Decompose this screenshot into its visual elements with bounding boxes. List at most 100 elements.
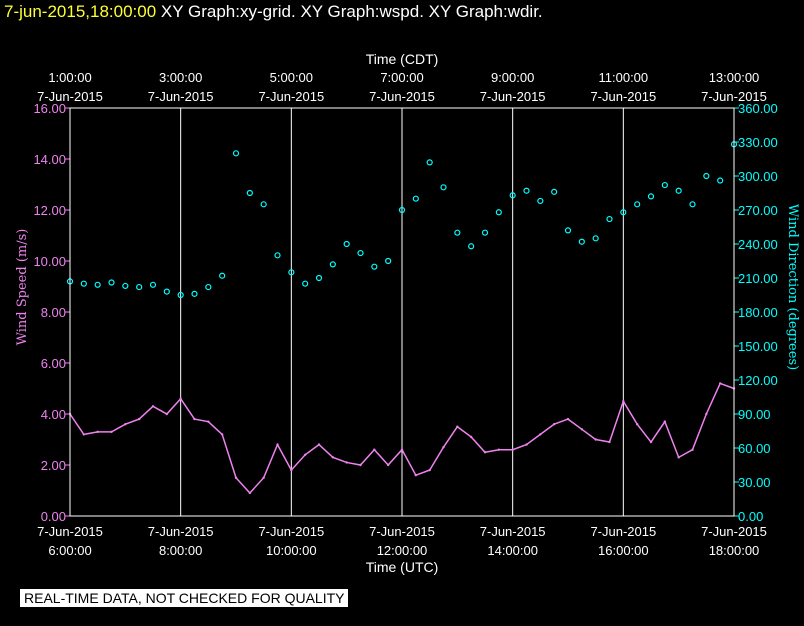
- wind-direction-point: [647, 193, 655, 200]
- wind-speed-point: [622, 400, 625, 403]
- wind-speed-point: [262, 476, 265, 479]
- wind-speed-point: [345, 461, 348, 464]
- x-bottom-tick-time: 18:00:00: [709, 543, 760, 558]
- wind-direction-point: [564, 227, 572, 234]
- wind-speed-point: [96, 430, 99, 434]
- wind-speed-point: [290, 468, 293, 472]
- wind-direction-point: [634, 201, 641, 208]
- wind-speed-point: [165, 412, 169, 416]
- wind-direction-point: [440, 184, 447, 191]
- wind-speed-point: [705, 412, 708, 416]
- x-bottom-tick-date: 7-Jun-2015: [701, 524, 767, 539]
- wind-direction-point: [232, 150, 240, 157]
- y-left-tick-label: 14.00: [33, 152, 66, 167]
- x-top-tick-time: 5:00:00: [270, 70, 313, 85]
- y-right-tick-label: 60.00: [738, 441, 771, 456]
- wind-speed-point: [400, 448, 404, 451]
- y-right-tick-label: 300.00: [738, 169, 778, 184]
- wind-direction-point: [191, 290, 198, 297]
- wind-speed-point: [124, 423, 127, 426]
- y-left-axis-label: Wind Speed (m/s): [15, 229, 30, 346]
- wind-speed-point: [373, 448, 376, 451]
- wind-speed-point: [608, 440, 611, 444]
- wind-speed-point: [511, 448, 514, 451]
- wind-direction-point: [495, 209, 502, 216]
- x-bottom-tick-time: 12:00:00: [377, 543, 428, 558]
- y-right-tick-label: 90.00: [738, 407, 771, 422]
- wind-speed-point: [691, 448, 694, 451]
- y-left-tick-label: 8.00: [41, 305, 66, 320]
- x-top-tick-date: 7-Jun-2015: [701, 89, 767, 104]
- wind-speed-point: [359, 463, 362, 467]
- wind-direction-point: [592, 235, 599, 242]
- y-right-tick-label: 0.00: [738, 509, 763, 524]
- wind-speed-point: [193, 417, 196, 421]
- x-bottom-tick-date: 7-Jun-2015: [480, 524, 546, 539]
- y-left-tick-label: 2.00: [41, 458, 66, 473]
- wind-speed-point: [151, 405, 155, 408]
- y-right-tick-label: 180.00: [738, 305, 778, 320]
- x-top-tick-date: 7-Jun-2015: [590, 89, 656, 104]
- x-top-tick-date: 7-Jun-2015: [37, 89, 103, 104]
- quality-disclaimer: REAL-TIME DATA, NOT CHECKED FOR QUALITY: [20, 589, 349, 607]
- y-right-tick-label: 360.00: [738, 101, 778, 116]
- wind-speed-point: [525, 443, 528, 446]
- wind-direction-point: [136, 283, 143, 291]
- wind-direction-point: [219, 272, 226, 279]
- y-left-tick-label: 6.00: [41, 356, 66, 371]
- x-bottom-tick-time: 6:00:00: [48, 543, 91, 558]
- wind-direction-point: [578, 238, 585, 245]
- wind-direction-point: [454, 229, 461, 236]
- wind-direction-point: [108, 279, 115, 286]
- y-right-tick-label: 270.00: [738, 203, 778, 218]
- wind-speed-point: [303, 453, 307, 456]
- wind-direction-point: [288, 269, 295, 276]
- y-left-tick-label: 16.00: [33, 101, 66, 116]
- wind-direction-point: [357, 249, 364, 257]
- x-bottom-tick-date: 7-Jun-2015: [258, 524, 324, 539]
- wind-speed-point: [635, 423, 639, 426]
- wind-speed-point: [663, 420, 667, 423]
- plot-frame: [69, 107, 735, 517]
- x-top-tick-time: 3:00:00: [159, 70, 202, 85]
- wind-direction-point: [675, 187, 682, 194]
- wind-direction-point: [260, 201, 267, 208]
- y-left-tick-label: 10.00: [33, 254, 66, 269]
- wind-direction-point: [551, 188, 558, 195]
- wind-direction-point: [343, 240, 350, 248]
- wind-speed-point: [718, 382, 722, 385]
- wind-speed-point: [110, 430, 113, 434]
- wind-direction-point: [80, 280, 87, 287]
- wind-direction-point: [205, 283, 212, 291]
- x-top-tick-date: 7-Jun-2015: [258, 89, 324, 104]
- wind-direction-point: [177, 291, 184, 299]
- wind-direction-point: [246, 189, 253, 197]
- wind-speed-point: [566, 417, 570, 421]
- x-top-tick-date: 7-Jun-2015: [480, 89, 546, 104]
- wind-direction-point: [94, 281, 101, 288]
- y-right-tick-label: 330.00: [738, 135, 778, 150]
- wind-direction-point: [315, 274, 323, 282]
- wind-direction-point: [717, 177, 724, 184]
- x-bottom-tick-time: 10:00:00: [266, 543, 317, 558]
- x-bottom-tick-date: 7-Jun-2015: [590, 524, 656, 539]
- wind-speed-point: [469, 435, 473, 439]
- wind-direction-point: [398, 206, 406, 214]
- wind-speed-point: [386, 463, 390, 467]
- x-bottom-tick-date: 7-Jun-2015: [37, 524, 103, 539]
- wind-speed-point: [442, 445, 445, 449]
- wind-speed-point: [649, 440, 653, 444]
- x-top-tick-time: 13:00:00: [709, 70, 760, 85]
- wind-direction-point: [481, 229, 489, 236]
- y-left-tick-label: 12.00: [33, 203, 66, 218]
- wind-speed-point: [137, 417, 141, 421]
- wind-speed-point: [580, 428, 584, 431]
- y-right-tick-label: 120.00: [738, 373, 778, 388]
- x-bottom-axis-label: Time (UTC): [366, 559, 439, 575]
- wind-speed-point: [220, 433, 224, 436]
- wind-direction-point: [274, 252, 281, 259]
- y-right-tick-label: 150.00: [738, 339, 778, 354]
- wind-speed-point: [317, 443, 321, 446]
- wind-direction-point: [426, 159, 433, 166]
